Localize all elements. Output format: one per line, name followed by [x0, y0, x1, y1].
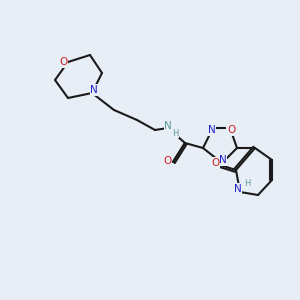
Text: O: O	[59, 57, 67, 67]
Text: O: O	[227, 125, 235, 135]
Text: N: N	[90, 85, 98, 95]
Text: N: N	[164, 121, 172, 131]
Text: H: H	[244, 179, 250, 188]
Text: N: N	[208, 125, 216, 135]
Text: N: N	[234, 184, 242, 194]
Text: N: N	[219, 155, 227, 165]
Text: O: O	[211, 158, 219, 168]
Text: O: O	[163, 156, 171, 166]
Text: H: H	[172, 128, 178, 137]
